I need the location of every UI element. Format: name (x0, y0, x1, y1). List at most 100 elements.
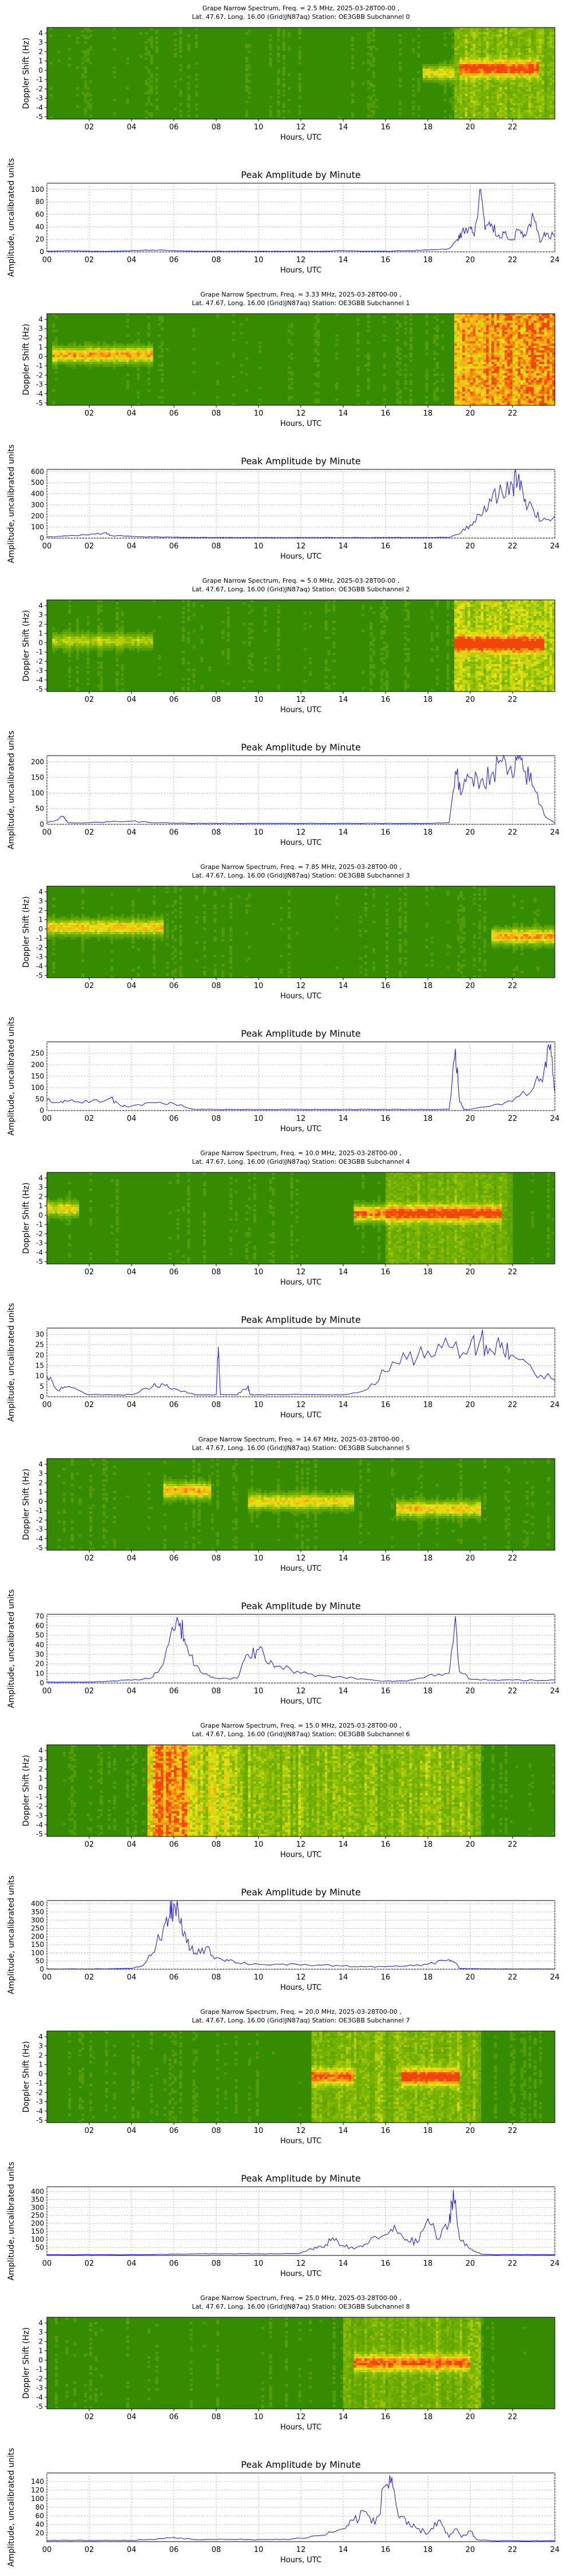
spectrogram-cell (488, 37, 491, 39)
amplitude-xtick-label: 14 (339, 256, 348, 264)
spectrogram-cell (460, 362, 463, 365)
spectrogram-cell (534, 325, 537, 328)
spectrogram-cell (89, 343, 92, 346)
spectrogram-cell (542, 387, 545, 390)
spectrogram-cell (457, 357, 460, 360)
spectrogram-cell (473, 343, 476, 346)
spectrogram-cell (529, 327, 531, 330)
spectrogram-cell (502, 92, 505, 94)
spectrogram-cell (84, 66, 87, 69)
spectrogram-cell (428, 80, 431, 83)
spectrogram-cell (277, 101, 280, 104)
spectrogram-cell (494, 48, 497, 51)
spectrogram-cell (84, 632, 87, 635)
spectrogram-cell (150, 41, 153, 44)
spectrogram-cell (518, 380, 521, 383)
spectrogram-cell (81, 50, 84, 53)
spectrogram-cell (71, 650, 74, 653)
amplitude-xtick-label: 12 (296, 256, 306, 264)
spectrogram-cell (425, 314, 428, 317)
spectrogram-cell (502, 371, 505, 374)
spectrogram-cell (102, 348, 105, 351)
spectrogram-cell (396, 346, 399, 349)
spectrogram-cell (52, 346, 55, 349)
spectrogram-cell (478, 389, 481, 392)
spectrogram-cell (518, 103, 521, 106)
spectrogram-cell (148, 112, 150, 115)
spectrogram-cell (317, 385, 320, 388)
spectrogram-cell (68, 623, 71, 626)
spectrogram-cell (145, 57, 148, 60)
spectrogram-cell (475, 53, 478, 56)
spectrogram-cell (457, 337, 460, 339)
spectrogram-cell (496, 348, 499, 351)
spectrogram-cell (523, 30, 526, 33)
spectrogram-cell (460, 380, 463, 383)
spectrogram-cell (436, 380, 439, 383)
spectrogram-cell (488, 48, 491, 51)
spectrogram-cell (481, 37, 484, 39)
amplitude-xtick-label: 04 (127, 542, 137, 551)
spectrogram-cell (518, 89, 521, 92)
amplitude-ytick-label: 500 (31, 479, 44, 487)
spectrogram-cell (496, 318, 499, 321)
spectrogram-cell (423, 80, 426, 83)
spectrogram-cell (488, 55, 491, 58)
spectrogram-cell (412, 48, 415, 51)
spectrogram-cell (537, 110, 539, 113)
spectrogram-cell (521, 314, 523, 317)
spectrogram-cell (531, 362, 534, 365)
spectrogram-cell (195, 44, 198, 46)
spectrogram-cell (454, 341, 457, 344)
spectrogram-cell (232, 332, 235, 335)
spectrogram-cell (240, 364, 243, 367)
spectrogram-cell (523, 398, 526, 401)
spectrogram-cell (467, 50, 470, 53)
spectrogram-cell (531, 332, 534, 335)
spectrogram-cell (425, 69, 428, 72)
spectrogram-cell (491, 385, 494, 388)
spectrogram-cell (505, 112, 507, 115)
spectrogram-cell (526, 376, 529, 378)
spectrogram-cell (539, 389, 542, 392)
spectrogram-cell (460, 394, 463, 397)
spectrogram-cell (473, 341, 476, 344)
spectrogram-cell (76, 646, 79, 649)
spectrogram-cell (457, 327, 460, 330)
spectrogram-cell (108, 648, 110, 651)
spectrogram-cell (81, 57, 84, 60)
spectrogram-cell (539, 62, 542, 65)
spectrogram-cell (499, 321, 502, 323)
spectrogram-cell (288, 34, 291, 37)
spectrogram-cell (539, 318, 542, 321)
spectrogram-cell (470, 378, 473, 381)
spectrogram-cell (478, 39, 481, 42)
spectrogram-cell (439, 73, 442, 76)
spectrogram-cell (216, 380, 219, 383)
spectrogram-cell (547, 82, 550, 85)
spectrogram-cell (161, 401, 164, 404)
spectrogram-cell (446, 80, 449, 83)
spectrogram-cell (467, 80, 470, 83)
spectrogram-cell (84, 80, 87, 83)
spectrogram-cell (370, 98, 372, 101)
spectrogram-cell (150, 343, 153, 346)
spectrogram-cell (478, 80, 481, 83)
spectrogram-cell (510, 357, 513, 360)
spectrogram-cell (76, 666, 79, 669)
spectrogram-cell (526, 396, 529, 399)
spectrogram-cell (502, 55, 505, 58)
spectrogram-cell (269, 114, 272, 117)
spectrogram-cell (277, 48, 280, 51)
spectrogram-cell (496, 376, 499, 378)
spectrogram-cell (460, 339, 463, 342)
spectrogram-cell (457, 44, 460, 46)
spectrogram-cell (283, 82, 285, 85)
spectrogram-cell (454, 380, 457, 383)
spectrogram-cell (467, 87, 470, 90)
spectrogram-cell (102, 341, 105, 344)
spectrogram-cell (457, 325, 460, 328)
spectrogram-cell (502, 78, 505, 81)
spectrogram-cell (137, 350, 140, 353)
spectrogram-cell (534, 318, 537, 321)
